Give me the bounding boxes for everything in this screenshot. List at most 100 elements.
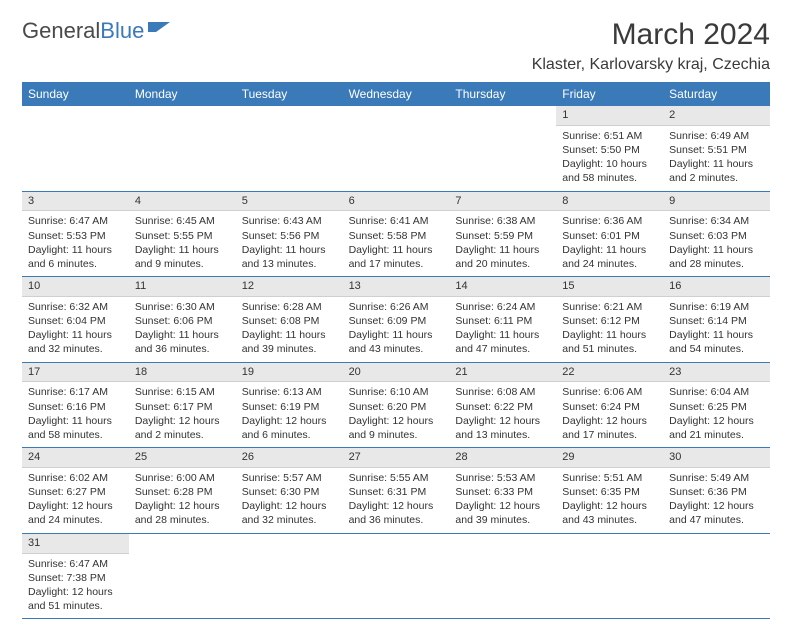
sunset-text: Sunset: 5:53 PM (28, 229, 123, 243)
sunset-text: Sunset: 6:35 PM (562, 485, 657, 499)
day-body: Sunrise: 6:08 AMSunset: 6:22 PMDaylight:… (449, 382, 556, 447)
daylight-text: Daylight: 11 hours and 39 minutes. (242, 328, 337, 356)
day-number: 12 (236, 277, 343, 297)
day-body: Sunrise: 6:51 AMSunset: 5:50 PMDaylight:… (556, 126, 663, 191)
day-number: 11 (129, 277, 236, 297)
sunrise-text: Sunrise: 6:24 AM (455, 300, 550, 314)
day-cell: 17Sunrise: 6:17 AMSunset: 6:16 PMDayligh… (22, 363, 129, 449)
title-block: March 2024 Klaster, Karlovarsky kraj, Cz… (532, 18, 770, 74)
day-number: 27 (343, 448, 450, 468)
day-body: Sunrise: 6:00 AMSunset: 6:28 PMDaylight:… (129, 468, 236, 533)
day-cell (129, 106, 236, 192)
day-number: 9 (663, 192, 770, 212)
logo: GeneralBlue (22, 18, 170, 44)
day-body: Sunrise: 6:43 AMSunset: 5:56 PMDaylight:… (236, 211, 343, 276)
sunset-text: Sunset: 5:50 PM (562, 143, 657, 157)
daylight-text: Daylight: 12 hours and 28 minutes. (135, 499, 230, 527)
week-row: 10Sunrise: 6:32 AMSunset: 6:04 PMDayligh… (22, 277, 770, 363)
day-number: 4 (129, 192, 236, 212)
daylight-text: Daylight: 11 hours and 20 minutes. (455, 243, 550, 271)
sunset-text: Sunset: 6:28 PM (135, 485, 230, 499)
sunrise-text: Sunrise: 6:36 AM (562, 214, 657, 228)
sunrise-text: Sunrise: 5:51 AM (562, 471, 657, 485)
sunrise-text: Sunrise: 5:49 AM (669, 471, 764, 485)
day-body: Sunrise: 6:17 AMSunset: 6:16 PMDaylight:… (22, 382, 129, 447)
daylight-text: Daylight: 11 hours and 28 minutes. (669, 243, 764, 271)
day-number: 2 (663, 106, 770, 126)
day-number: 19 (236, 363, 343, 383)
day-body: Sunrise: 6:47 AMSunset: 5:53 PMDaylight:… (22, 211, 129, 276)
sunset-text: Sunset: 6:36 PM (669, 485, 764, 499)
sunset-text: Sunset: 6:16 PM (28, 400, 123, 414)
day-cell: 30Sunrise: 5:49 AMSunset: 6:36 PMDayligh… (663, 448, 770, 534)
day-number: 24 (22, 448, 129, 468)
day-header: Saturday (663, 82, 770, 106)
day-cell: 21Sunrise: 6:08 AMSunset: 6:22 PMDayligh… (449, 363, 556, 449)
daylight-text: Daylight: 12 hours and 24 minutes. (28, 499, 123, 527)
day-cell: 24Sunrise: 6:02 AMSunset: 6:27 PMDayligh… (22, 448, 129, 534)
day-cell: 6Sunrise: 6:41 AMSunset: 5:58 PMDaylight… (343, 192, 450, 278)
daylight-text: Daylight: 11 hours and 13 minutes. (242, 243, 337, 271)
location: Klaster, Karlovarsky kraj, Czechia (532, 56, 770, 74)
day-cell: 9Sunrise: 6:34 AMSunset: 6:03 PMDaylight… (663, 192, 770, 278)
sunset-text: Sunset: 6:30 PM (242, 485, 337, 499)
day-cell: 3Sunrise: 6:47 AMSunset: 5:53 PMDaylight… (22, 192, 129, 278)
day-number: 15 (556, 277, 663, 297)
day-header: Sunday (22, 82, 129, 106)
daylight-text: Daylight: 11 hours and 17 minutes. (349, 243, 444, 271)
day-number: 30 (663, 448, 770, 468)
day-body: Sunrise: 6:28 AMSunset: 6:08 PMDaylight:… (236, 297, 343, 362)
sunset-text: Sunset: 5:55 PM (135, 229, 230, 243)
day-number: 14 (449, 277, 556, 297)
daylight-text: Daylight: 11 hours and 32 minutes. (28, 328, 123, 356)
day-cell (236, 106, 343, 192)
sunrise-text: Sunrise: 6:32 AM (28, 300, 123, 314)
daylight-text: Daylight: 11 hours and 47 minutes. (455, 328, 550, 356)
day-cell: 2Sunrise: 6:49 AMSunset: 5:51 PMDaylight… (663, 106, 770, 192)
sunset-text: Sunset: 5:59 PM (455, 229, 550, 243)
day-number: 28 (449, 448, 556, 468)
day-cell: 12Sunrise: 6:28 AMSunset: 6:08 PMDayligh… (236, 277, 343, 363)
sunset-text: Sunset: 6:20 PM (349, 400, 444, 414)
sunset-text: Sunset: 6:04 PM (28, 314, 123, 328)
week-row: 17Sunrise: 6:17 AMSunset: 6:16 PMDayligh… (22, 363, 770, 449)
day-cell: 4Sunrise: 6:45 AMSunset: 5:55 PMDaylight… (129, 192, 236, 278)
sunset-text: Sunset: 6:14 PM (669, 314, 764, 328)
sunrise-text: Sunrise: 6:19 AM (669, 300, 764, 314)
day-number: 5 (236, 192, 343, 212)
day-number: 22 (556, 363, 663, 383)
day-cell (236, 534, 343, 619)
day-cell (449, 106, 556, 192)
day-cell: 23Sunrise: 6:04 AMSunset: 6:25 PMDayligh… (663, 363, 770, 449)
daylight-text: Daylight: 12 hours and 36 minutes. (349, 499, 444, 527)
day-cell (129, 534, 236, 619)
day-number: 10 (22, 277, 129, 297)
day-body: Sunrise: 6:32 AMSunset: 6:04 PMDaylight:… (22, 297, 129, 362)
sunrise-text: Sunrise: 6:47 AM (28, 214, 123, 228)
day-number: 1 (556, 106, 663, 126)
day-body: Sunrise: 6:21 AMSunset: 6:12 PMDaylight:… (556, 297, 663, 362)
day-body: Sunrise: 6:19 AMSunset: 6:14 PMDaylight:… (663, 297, 770, 362)
sunset-text: Sunset: 6:03 PM (669, 229, 764, 243)
daylight-text: Daylight: 12 hours and 51 minutes. (28, 585, 123, 613)
day-cell: 22Sunrise: 6:06 AMSunset: 6:24 PMDayligh… (556, 363, 663, 449)
day-number: 26 (236, 448, 343, 468)
sunset-text: Sunset: 6:06 PM (135, 314, 230, 328)
day-headers-row: SundayMondayTuesdayWednesdayThursdayFrid… (22, 82, 770, 106)
day-header: Thursday (449, 82, 556, 106)
day-cell: 10Sunrise: 6:32 AMSunset: 6:04 PMDayligh… (22, 277, 129, 363)
week-row: 1Sunrise: 6:51 AMSunset: 5:50 PMDaylight… (22, 106, 770, 192)
daylight-text: Daylight: 11 hours and 24 minutes. (562, 243, 657, 271)
day-number: 13 (343, 277, 450, 297)
daylight-text: Daylight: 11 hours and 6 minutes. (28, 243, 123, 271)
daylight-text: Daylight: 12 hours and 43 minutes. (562, 499, 657, 527)
logo-text-1: General (22, 18, 100, 44)
sunrise-text: Sunrise: 5:57 AM (242, 471, 337, 485)
day-body: Sunrise: 5:51 AMSunset: 6:35 PMDaylight:… (556, 468, 663, 533)
day-cell: 15Sunrise: 6:21 AMSunset: 6:12 PMDayligh… (556, 277, 663, 363)
sunset-text: Sunset: 6:11 PM (455, 314, 550, 328)
sunrise-text: Sunrise: 5:53 AM (455, 471, 550, 485)
day-cell: 31Sunrise: 6:47 AMSunset: 7:38 PMDayligh… (22, 534, 129, 619)
daylight-text: Daylight: 11 hours and 51 minutes. (562, 328, 657, 356)
header: GeneralBlue March 2024 Klaster, Karlovar… (22, 18, 770, 74)
